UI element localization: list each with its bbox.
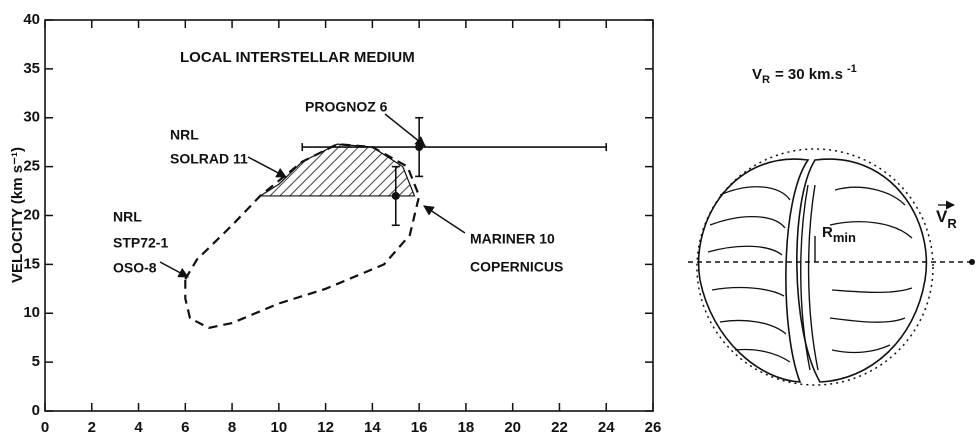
y-tick-label: 20 — [23, 206, 40, 223]
hatched-region — [260, 144, 414, 196]
x-tick-label: 24 — [598, 419, 615, 436]
y-tick-label: 35 — [23, 60, 40, 77]
y-tick-label: 0 — [32, 402, 40, 419]
symbol: V — [752, 66, 762, 83]
figure: LOCAL INTERSTELLAR MEDIUM VELOCITY (km s… — [0, 0, 977, 437]
y-tick-label: 15 — [23, 255, 40, 272]
annotation: SOLRAD 11 — [170, 151, 248, 167]
y-tick-label: 10 — [23, 304, 40, 321]
velocity-label: VR — [936, 207, 957, 231]
x-tick-label: 16 — [411, 419, 428, 436]
subscript: R — [762, 74, 770, 86]
text: = 30 km.s — [775, 66, 843, 83]
diagram-title: VR = 30 km.s -1 — [752, 63, 857, 86]
y-tick-label: 40 — [23, 11, 40, 28]
x-tick-label: 4 — [134, 419, 143, 436]
y-tick-label: 25 — [23, 158, 40, 175]
symbol: R — [822, 224, 833, 241]
point-label: MARINER 10 — [470, 231, 555, 247]
inner-surface — [801, 185, 818, 370]
x-tick-label: 18 — [458, 419, 475, 436]
x-tick-label: 10 — [271, 419, 288, 436]
arrow — [248, 157, 286, 177]
x-tick-label: 8 — [228, 419, 236, 436]
flow-lines — [830, 187, 912, 352]
y-tick-label: 30 — [23, 109, 40, 126]
diagram: VR= 30 km.s-1 Rmin VR — [688, 63, 975, 385]
x-tick-label: 26 — [645, 419, 662, 436]
point — [415, 143, 423, 151]
superscript: -1 — [847, 63, 857, 75]
axis-end — [969, 259, 975, 265]
arrow — [424, 206, 465, 233]
left-lobe — [699, 159, 808, 382]
annotation: NRL — [170, 127, 199, 143]
flow-lines — [708, 187, 790, 362]
annotation: OSO-8 — [113, 260, 157, 276]
x-tick-label: 20 — [504, 419, 521, 436]
x-tick-label: 12 — [317, 419, 334, 436]
annotation: NRL — [113, 209, 142, 225]
chart-title: LOCAL INTERSTELLAR MEDIUM — [180, 49, 415, 66]
radius-label: Rmin — [822, 224, 856, 245]
annotation: COPERNICUS — [470, 259, 563, 275]
subscript: R — [947, 216, 957, 231]
y-tick-label: 5 — [32, 353, 40, 370]
x-tick-label: 0 — [41, 419, 49, 436]
annotation: STP72-1 — [113, 235, 168, 251]
point-label: PROGNOZ 6 — [305, 99, 388, 115]
symbol: V — [936, 207, 948, 226]
x-tick-label: 6 — [181, 419, 189, 436]
arrow — [160, 262, 188, 277]
point — [392, 192, 400, 200]
x-tick-label: 14 — [364, 419, 381, 436]
chart: LOCAL INTERSTELLAR MEDIUM VELOCITY (km s… — [9, 11, 661, 436]
x-tick-label: 22 — [551, 419, 568, 436]
subscript: min — [833, 230, 856, 245]
x-tick-label: 2 — [88, 419, 96, 436]
